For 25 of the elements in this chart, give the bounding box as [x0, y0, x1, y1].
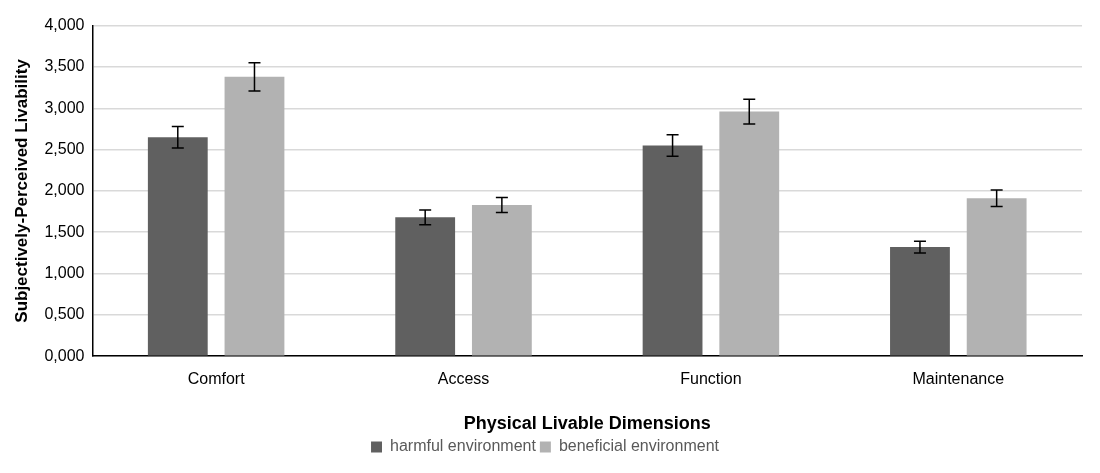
bar — [642, 145, 703, 356]
bar — [966, 198, 1027, 356]
x-tick-label: Comfort — [187, 370, 246, 388]
bar — [471, 204, 532, 356]
bar — [395, 217, 456, 356]
bar — [719, 111, 780, 356]
bar — [224, 76, 285, 356]
x-tick-label: Maintenance — [912, 370, 1005, 388]
x-tick-label: Access — [437, 370, 490, 388]
x-tick-label: Function — [680, 370, 742, 388]
x-axis-title: Physical Livable Dimensions — [463, 413, 711, 434]
y-tick-label: 4,000 — [44, 16, 85, 34]
y-tick-label: 1,000 — [44, 263, 85, 281]
y-tick-label: 2,000 — [44, 181, 85, 199]
y-tick-label: 2,500 — [44, 139, 85, 157]
legend-label: harmful environment — [390, 437, 537, 455]
y-axis-title: Subjectively-Perceived Livability — [11, 58, 31, 323]
bar — [890, 247, 950, 356]
legend-label: beneficial environment — [558, 437, 720, 455]
bar — [147, 137, 208, 356]
y-tick-label: 0,000 — [44, 346, 85, 364]
y-tick-label: 3,500 — [44, 57, 85, 75]
y-tick-label: 3,000 — [44, 98, 85, 116]
y-tick-label: 1,500 — [44, 222, 85, 240]
y-tick-label: 0,500 — [44, 305, 85, 323]
